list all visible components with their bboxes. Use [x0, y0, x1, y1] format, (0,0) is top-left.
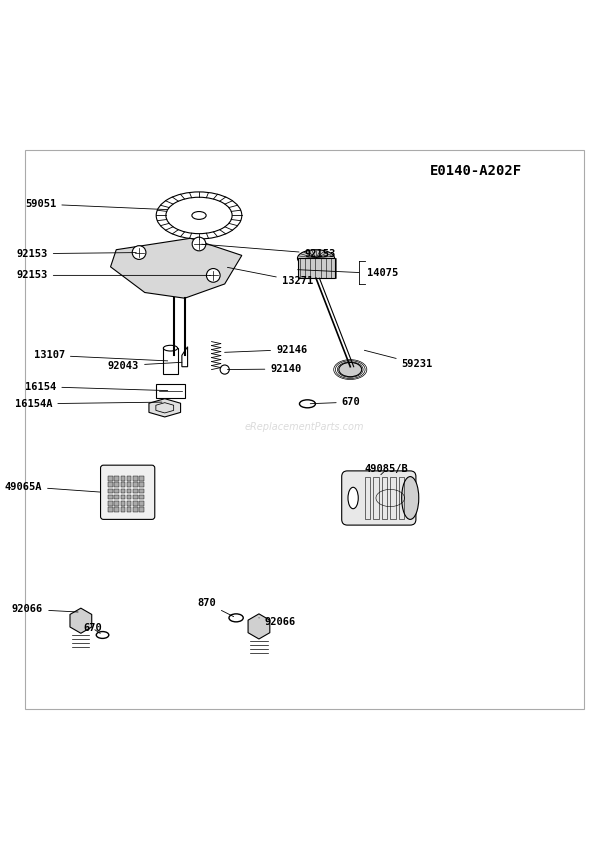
- FancyBboxPatch shape: [133, 501, 137, 506]
- FancyBboxPatch shape: [114, 501, 119, 506]
- FancyBboxPatch shape: [114, 489, 119, 493]
- Circle shape: [132, 246, 146, 259]
- FancyBboxPatch shape: [139, 508, 144, 512]
- FancyBboxPatch shape: [133, 495, 137, 499]
- Text: E0140-A202F: E0140-A202F: [430, 164, 522, 178]
- FancyBboxPatch shape: [163, 348, 178, 374]
- Text: 13107: 13107: [34, 350, 168, 361]
- FancyBboxPatch shape: [139, 501, 144, 506]
- FancyBboxPatch shape: [127, 508, 132, 512]
- FancyBboxPatch shape: [108, 482, 113, 487]
- Text: 14075: 14075: [368, 267, 399, 277]
- Text: 92066: 92066: [259, 617, 296, 627]
- FancyBboxPatch shape: [139, 495, 144, 499]
- FancyBboxPatch shape: [120, 476, 125, 480]
- FancyBboxPatch shape: [108, 476, 113, 480]
- Polygon shape: [149, 399, 181, 417]
- FancyBboxPatch shape: [139, 476, 144, 480]
- FancyBboxPatch shape: [120, 489, 125, 493]
- FancyBboxPatch shape: [127, 476, 132, 480]
- FancyBboxPatch shape: [108, 501, 113, 506]
- FancyBboxPatch shape: [127, 489, 132, 493]
- Circle shape: [220, 365, 230, 375]
- Ellipse shape: [163, 345, 178, 351]
- Ellipse shape: [348, 487, 358, 509]
- FancyBboxPatch shape: [139, 489, 144, 493]
- FancyBboxPatch shape: [114, 508, 119, 512]
- Text: 670: 670: [310, 397, 360, 407]
- Circle shape: [206, 269, 220, 283]
- Ellipse shape: [339, 362, 362, 377]
- FancyBboxPatch shape: [120, 508, 125, 512]
- FancyBboxPatch shape: [139, 482, 144, 487]
- FancyBboxPatch shape: [133, 489, 137, 493]
- FancyBboxPatch shape: [108, 489, 113, 493]
- Text: 16154A: 16154A: [15, 399, 162, 409]
- Text: 92146: 92146: [225, 344, 307, 355]
- FancyBboxPatch shape: [120, 501, 125, 506]
- Text: 92153: 92153: [202, 244, 336, 259]
- FancyBboxPatch shape: [342, 471, 416, 525]
- FancyBboxPatch shape: [108, 508, 113, 512]
- Ellipse shape: [402, 477, 419, 520]
- FancyBboxPatch shape: [120, 482, 125, 487]
- Text: 59231: 59231: [365, 350, 433, 369]
- Text: 16154: 16154: [25, 381, 168, 392]
- FancyBboxPatch shape: [127, 482, 132, 487]
- Text: 49065A: 49065A: [5, 482, 101, 492]
- FancyBboxPatch shape: [133, 508, 137, 512]
- FancyBboxPatch shape: [114, 495, 119, 499]
- Text: 92153: 92153: [17, 249, 136, 259]
- Ellipse shape: [297, 250, 335, 267]
- Text: 92140: 92140: [228, 364, 301, 374]
- FancyBboxPatch shape: [120, 495, 125, 499]
- FancyBboxPatch shape: [133, 482, 137, 487]
- FancyBboxPatch shape: [127, 495, 132, 499]
- Polygon shape: [248, 614, 270, 639]
- Text: 92066: 92066: [12, 604, 78, 614]
- Text: 13271: 13271: [227, 267, 313, 286]
- Polygon shape: [70, 608, 91, 633]
- FancyBboxPatch shape: [114, 482, 119, 487]
- Text: 92043: 92043: [108, 361, 182, 370]
- Text: 59051: 59051: [25, 199, 168, 210]
- Circle shape: [192, 237, 206, 251]
- FancyBboxPatch shape: [114, 476, 119, 480]
- FancyBboxPatch shape: [156, 384, 185, 398]
- Text: 870: 870: [198, 598, 234, 617]
- FancyBboxPatch shape: [133, 476, 137, 480]
- FancyBboxPatch shape: [127, 501, 132, 506]
- Polygon shape: [110, 238, 242, 298]
- Text: eReplacementParts.com: eReplacementParts.com: [245, 422, 365, 431]
- FancyBboxPatch shape: [108, 495, 113, 499]
- Text: 92153: 92153: [17, 271, 211, 280]
- Text: 670: 670: [83, 623, 102, 633]
- Text: 49085/B: 49085/B: [365, 465, 408, 475]
- FancyBboxPatch shape: [298, 259, 335, 278]
- FancyBboxPatch shape: [100, 466, 155, 520]
- Polygon shape: [182, 347, 188, 367]
